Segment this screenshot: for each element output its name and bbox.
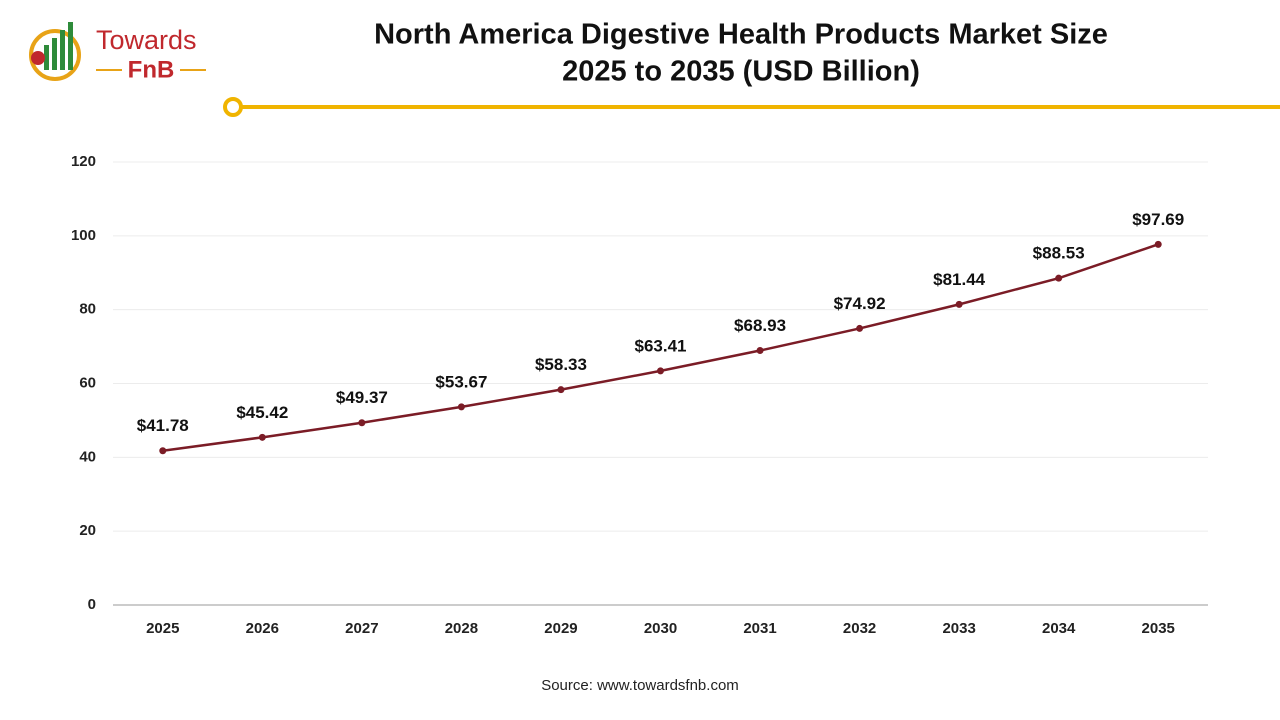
- y-tick-label: 100: [71, 227, 96, 244]
- data-label: $81.44: [933, 270, 986, 289]
- x-tick-label: 2027: [345, 620, 378, 637]
- y-tick-label: 20: [79, 522, 96, 539]
- y-tick-label: 60: [79, 374, 96, 391]
- data-label: $63.41: [635, 336, 687, 355]
- x-tick-label: 2033: [942, 620, 975, 637]
- x-tick-label: 2035: [1142, 620, 1175, 637]
- point: [1055, 274, 1063, 282]
- y-tick-label: 120: [71, 153, 96, 170]
- chart-title: North America Digestive Health Products …: [374, 19, 1108, 51]
- data-label: $74.92: [834, 294, 886, 313]
- source: Source: www.towardsfnb.com: [541, 677, 739, 694]
- point: [1154, 240, 1162, 248]
- logo-sub: FnB: [128, 56, 175, 83]
- point: [358, 419, 366, 427]
- data-label: $49.37: [336, 388, 388, 407]
- point: [955, 300, 963, 308]
- y-tick-label: 40: [79, 448, 96, 465]
- point: [657, 367, 664, 375]
- y-tick-label: 0: [88, 596, 96, 613]
- data-label: $97.69: [1132, 210, 1184, 229]
- data-label: $53.67: [435, 372, 487, 391]
- point: [756, 347, 764, 355]
- data-label: $41.78: [137, 416, 189, 435]
- logo-bar: [52, 38, 57, 70]
- header-dot: [223, 97, 243, 117]
- x-tick-label: 2032: [843, 620, 876, 637]
- logo-dot: [31, 51, 45, 65]
- x-tick-label: 2029: [544, 620, 577, 637]
- data-label: $58.33: [535, 355, 587, 374]
- y-tick-label: 80: [79, 301, 96, 318]
- data-label: $88.53: [1033, 244, 1085, 263]
- point: [557, 386, 565, 394]
- point: [856, 324, 864, 332]
- x-tick-label: 2034: [1042, 620, 1076, 637]
- logo: Towards FnB: [29, 22, 206, 83]
- point: [457, 403, 465, 411]
- logo-name: Towards: [96, 25, 197, 55]
- logo-ring: [29, 29, 81, 81]
- data-label: $45.42: [236, 403, 288, 422]
- x-tick-label: 2031: [743, 620, 776, 637]
- x-tick-label: 2026: [246, 620, 279, 637]
- data-label: $68.93: [734, 316, 786, 335]
- x-tick-label: 2025: [146, 620, 179, 637]
- logo-bar: [68, 22, 73, 70]
- logo-bar: [60, 30, 65, 70]
- x-tick-label: 2030: [644, 620, 677, 637]
- x-tick-label: 2028: [445, 620, 478, 637]
- point: [258, 433, 266, 441]
- point: [159, 447, 167, 455]
- chart-subtitle: 2025 to 2035 (USD Billion): [562, 56, 920, 88]
- logo-bar: [44, 45, 49, 70]
